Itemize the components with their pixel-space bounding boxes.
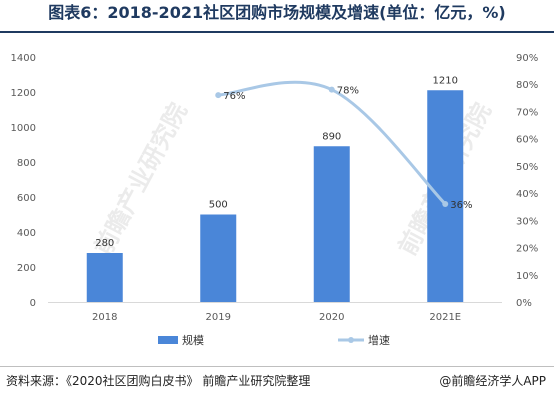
right-tick-label: 30%: [516, 216, 538, 227]
x-tick-label: 2021E: [429, 312, 461, 323]
growth-value-label: 78%: [337, 86, 359, 97]
bar-value-label: 1210: [433, 75, 458, 86]
legend-bar-swatch: [158, 336, 178, 344]
growth-value-label: 36%: [450, 200, 472, 211]
watermark-text: 前瞻产业研究院: [89, 99, 193, 260]
left-tick-label: 0: [30, 298, 36, 309]
right-tick-label: 10%: [516, 271, 538, 282]
footer-divider: [0, 366, 554, 367]
left-tick-label: 1200: [11, 88, 36, 99]
bar: [427, 90, 464, 302]
legend-bar-label: 规模: [182, 333, 204, 347]
x-tick-label: 2020: [319, 312, 344, 323]
right-tick-label: 90%: [516, 53, 538, 64]
growth-point: [328, 86, 335, 93]
bar: [86, 253, 123, 302]
left-tick-label: 1400: [11, 53, 36, 64]
left-tick-label: 1000: [11, 123, 36, 134]
chart: 前瞻产业研究院 前瞻产业研究院 020040060080010001200140…: [11, 53, 539, 347]
right-tick-label: 0%: [516, 298, 532, 309]
left-tick-label: 800: [17, 158, 36, 169]
right-tick-label: 20%: [516, 244, 538, 255]
bar-value-label: 500: [209, 200, 228, 211]
bar-series: 280 500 890 1210: [86, 75, 464, 302]
chart-title: 图表6：2018-2021社区团购市场规模及增速(单位：亿元，%): [48, 3, 506, 22]
x-axis: 2018 2019 2020 2021E: [92, 312, 461, 323]
growth-point: [215, 92, 222, 99]
growth-value-label: 76%: [223, 91, 245, 102]
legend-line-marker: [348, 337, 354, 343]
bar-value-label: 280: [95, 238, 114, 249]
x-tick-label: 2019: [206, 312, 231, 323]
bar-value-label: 890: [322, 131, 341, 142]
right-tick-label: 40%: [516, 189, 538, 200]
left-tick-label: 600: [17, 193, 36, 204]
left-tick-label: 200: [17, 263, 36, 274]
source-note: 资料来源：《2020社区团购白皮书》 前瞻产业研究院整理: [6, 374, 311, 388]
right-tick-label: 70%: [516, 107, 538, 118]
left-tick-label: 400: [17, 228, 36, 239]
right-axis: 0% 10% 20% 30% 40% 50% 60% 70% 80% 90%: [516, 53, 538, 309]
legend: 规模 增速: [158, 333, 390, 347]
legend-line-label: 增速: [368, 333, 390, 347]
bar: [313, 146, 350, 302]
left-axis: 0 200 400 600 800 1000 1200 1400: [11, 53, 36, 309]
title-divider: [0, 31, 554, 33]
right-tick-label: 80%: [516, 80, 538, 91]
credit-note: @前瞻经济学人APP: [439, 374, 546, 388]
growth-point: [442, 201, 449, 207]
x-tick-label: 2018: [92, 312, 117, 323]
right-tick-label: 60%: [516, 135, 538, 146]
right-tick-label: 50%: [516, 162, 538, 173]
bar: [200, 214, 237, 302]
line-series: 76% 78% 36%: [215, 80, 472, 211]
